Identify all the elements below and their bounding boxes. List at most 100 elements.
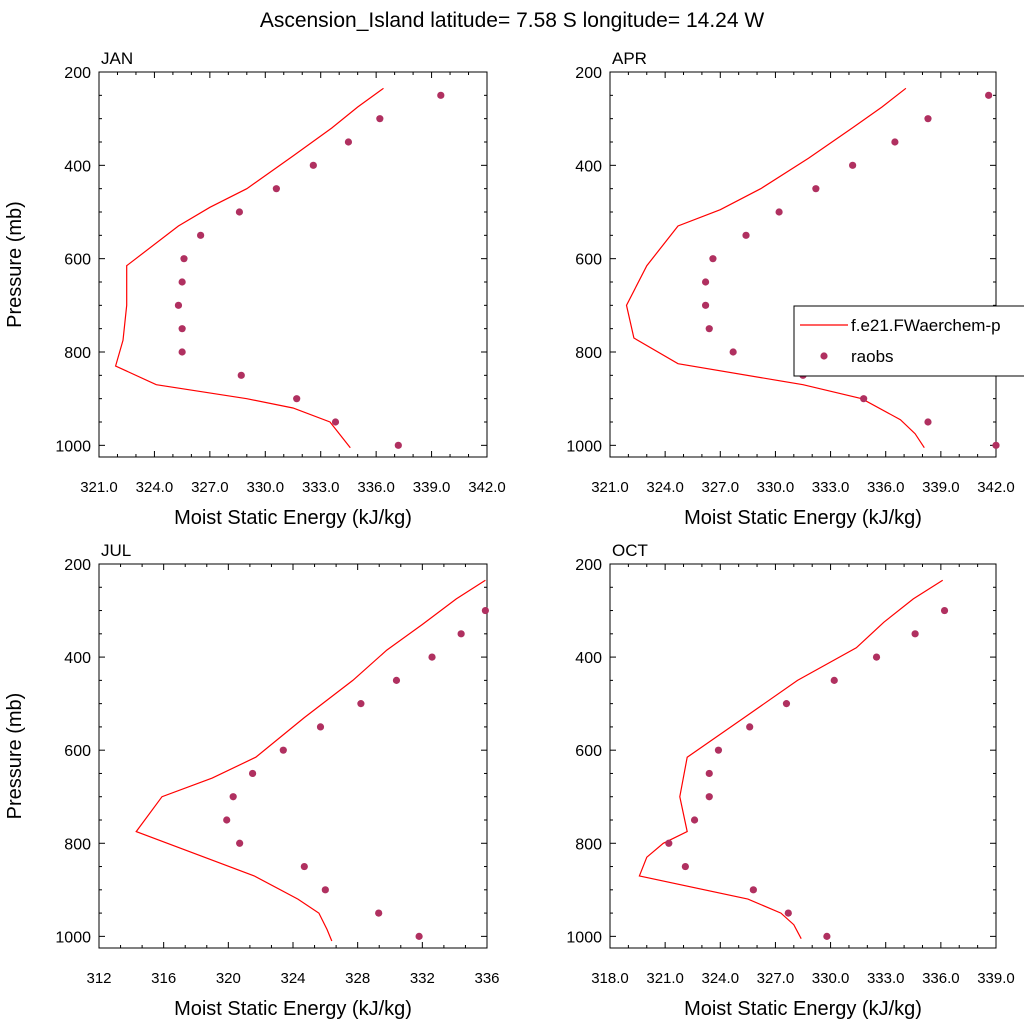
raobs-point <box>891 138 899 146</box>
y-tick-label: 400 <box>575 158 602 175</box>
x-tick-label: 333.0 <box>302 479 340 496</box>
raobs-point <box>729 348 737 356</box>
raobs-point <box>236 839 244 847</box>
raobs-point <box>784 909 792 917</box>
panel-oct: OCT 200 400 600 800 1000 318.0 321.0 324.0 327.0 3… <box>566 541 1014 1020</box>
y-tick-label: 800 <box>64 345 91 362</box>
raobs-point <box>924 115 932 123</box>
model-series-line <box>625 87 925 449</box>
raobs-point <box>197 231 205 239</box>
raobs-point <box>992 441 1000 449</box>
raobs-point <box>178 278 186 286</box>
y-tick-label: 200 <box>575 65 602 82</box>
raobs-point <box>985 91 993 99</box>
x-tick-label: 320 <box>216 970 241 987</box>
x-tick-label: 333.0 <box>812 479 850 496</box>
panels-group: JAN 200 400 600 800 1000 321.0 324.0 327.0 330.0 3… <box>4 49 1015 1020</box>
raobs-point <box>746 723 754 731</box>
model-series-line <box>135 579 486 942</box>
raobs-point <box>812 185 820 193</box>
x-tick-label: 324.0 <box>702 970 740 987</box>
raobs-point <box>749 886 757 894</box>
y-tick-label: 400 <box>64 650 91 667</box>
y-tick-label: 600 <box>64 252 91 269</box>
x-tick-label: 324.0 <box>136 479 174 496</box>
raobs-point <box>481 606 489 615</box>
x-tick-label: 330.0 <box>812 970 850 987</box>
raobs-point <box>823 932 831 940</box>
x-tick-label: 336 <box>474 970 499 987</box>
raobs-point <box>872 653 881 661</box>
model-series-line <box>638 579 944 939</box>
y-tick-label: 600 <box>575 252 602 269</box>
x-tick-label: 318.0 <box>591 970 629 987</box>
plot-frame <box>609 71 997 458</box>
x-tick-label: 327.0 <box>191 479 229 496</box>
x-tick-label: 330.0 <box>247 479 285 496</box>
y-tick-label: 400 <box>64 158 91 175</box>
raobs-point <box>709 255 717 263</box>
x-axis-label: Moist Static Energy (kJ/kg) <box>684 507 922 529</box>
raobs-point <box>911 630 919 638</box>
x-tick-label: 339.0 <box>413 479 451 496</box>
model-series-line <box>114 87 384 449</box>
x-tick-label: 336.0 <box>357 479 395 496</box>
y-axis-label: Pressure (mb) <box>4 693 26 820</box>
raobs-point <box>279 746 287 754</box>
panel-apr: APR 200 400 600 800 1000 321.0 324.0 327.0 330.0 3… <box>566 49 1014 529</box>
y-axis-label: Pressure (mb) <box>4 201 26 328</box>
raobs-point <box>344 138 353 146</box>
panel-jan: JAN 200 400 600 800 1000 321.0 324.0 327.0 330.0 3… <box>4 49 506 529</box>
raobs-point <box>376 115 384 123</box>
legend-marker-swatch <box>820 352 828 360</box>
y-tick-label: 1000 <box>566 438 602 455</box>
x-tick-label: 339.0 <box>922 479 960 496</box>
x-tick-label: 328 <box>345 970 370 987</box>
raobs-point <box>415 932 423 940</box>
x-tick-label: 321.0 <box>646 970 684 987</box>
x-tick-label: 336.0 <box>922 970 960 987</box>
y-tick-label: 1000 <box>55 438 91 455</box>
raobs-point <box>705 769 713 778</box>
legend-box <box>793 305 1024 377</box>
y-tick-label: 1000 <box>55 929 91 946</box>
x-tick-label: 327.0 <box>702 479 740 496</box>
raobs-point <box>701 278 710 286</box>
x-tick-label: 336.0 <box>867 479 905 496</box>
raobs-point <box>174 301 183 309</box>
y-tick-label: 800 <box>575 836 602 853</box>
x-tick-label: 321.0 <box>80 479 118 496</box>
raobs-point <box>665 839 673 847</box>
x-tick-label: 327.0 <box>757 970 795 987</box>
legend-model-label: f.e21.FWaerchem-p <box>851 316 1001 335</box>
raobs-point <box>248 769 257 778</box>
x-tick-label: 312 <box>86 970 111 987</box>
raobs-point <box>457 630 465 638</box>
raobs-point <box>309 161 317 169</box>
raobs-point <box>394 441 402 449</box>
y-tick-label: 800 <box>64 836 91 853</box>
raobs-point <box>316 723 325 731</box>
y-tick-label: 200 <box>64 65 91 82</box>
raobs-point <box>924 418 932 426</box>
x-tick-label: 342.0 <box>468 479 506 496</box>
plot-frame <box>98 71 488 458</box>
x-axis-label: Moist Static Energy (kJ/kg) <box>174 998 412 1020</box>
raobs-point <box>180 255 188 263</box>
raobs-point <box>300 862 308 871</box>
x-tick-label: 321.0 <box>591 479 629 496</box>
raobs-point <box>860 395 868 403</box>
panel-title: OCT <box>612 541 648 560</box>
legend: f.e21.FWaerchem-p raobs <box>793 305 1024 377</box>
raobs-point <box>849 161 857 169</box>
x-tick-label: 339.0 <box>977 970 1015 987</box>
raobs-point <box>178 325 186 333</box>
panel-jul: JUL 200 400 600 800 1000 312 316 320 324 328 332 336… <box>4 541 500 1020</box>
y-tick-label: 200 <box>64 557 91 574</box>
legend-obs-label: raobs <box>851 347 894 366</box>
raobs-point <box>237 371 245 379</box>
raobs-point <box>392 676 401 684</box>
raobs-point <box>357 700 365 708</box>
raobs-point <box>331 418 340 426</box>
